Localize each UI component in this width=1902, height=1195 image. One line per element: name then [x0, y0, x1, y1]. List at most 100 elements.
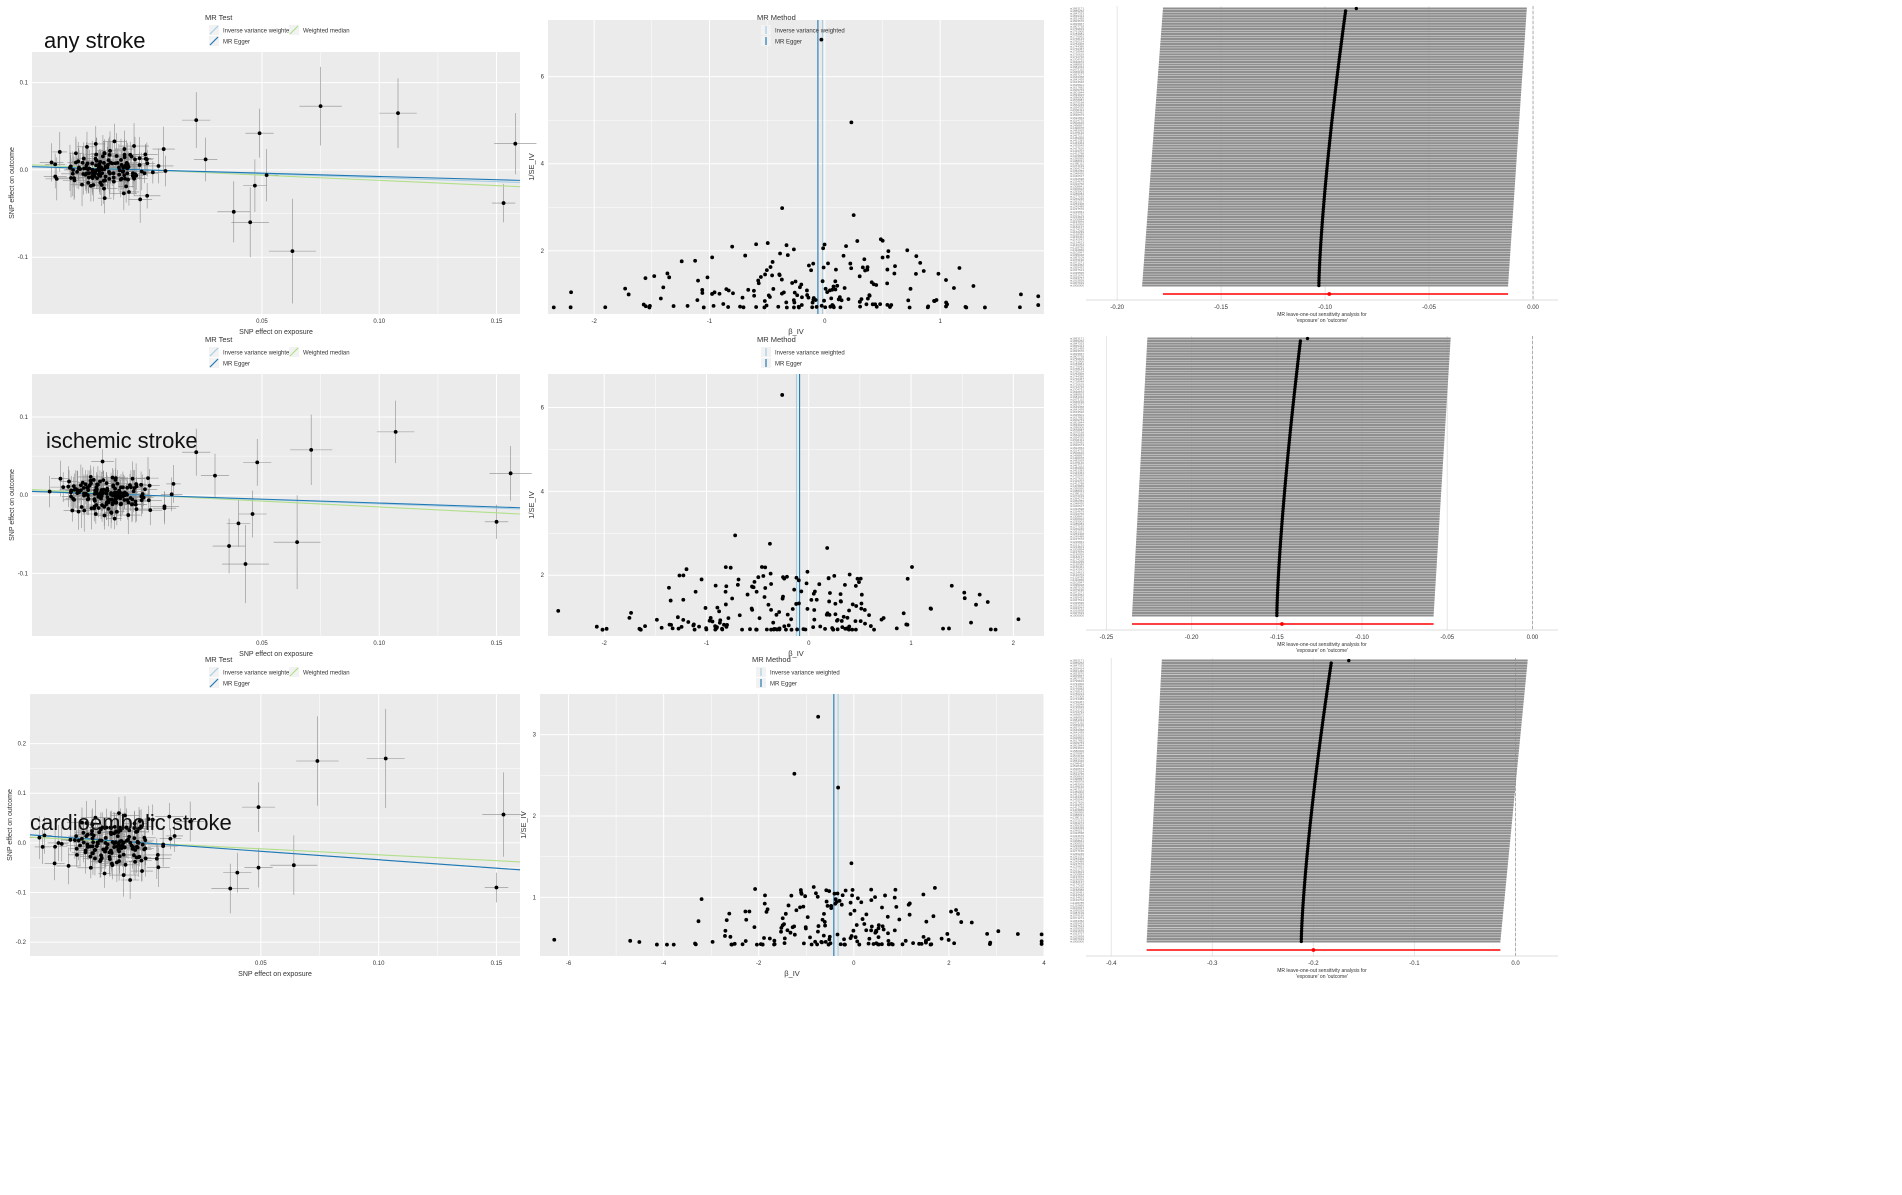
data-point — [852, 908, 857, 913]
data-point — [93, 156, 98, 161]
loo-estimate-point — [1314, 767, 1319, 771]
loo-rows — [1132, 337, 1451, 617]
data-point — [82, 508, 87, 513]
data-point — [711, 303, 716, 308]
snp-label: rs1530573 — [1070, 443, 1085, 447]
data-point — [148, 508, 153, 513]
data-point — [257, 131, 262, 136]
snp-label: rs1055433 — [1070, 266, 1085, 270]
loo-estimate-point — [1347, 658, 1351, 663]
data-point — [97, 171, 102, 176]
snp-label: rs1839414 — [1070, 666, 1085, 670]
legend-label: MR Egger — [223, 682, 250, 688]
snp-label: rs1768143 — [1070, 37, 1085, 41]
snp-label: rs1102947 — [1070, 250, 1084, 254]
loo-estimate-point — [1333, 88, 1338, 92]
data-point — [123, 862, 128, 867]
data-point — [761, 574, 766, 578]
data-point — [122, 165, 127, 169]
data-point — [857, 580, 861, 585]
x-tick-label: -0.1 — [1409, 961, 1420, 967]
snp-label: rs1071271 — [1070, 591, 1085, 595]
data-points — [49, 104, 518, 254]
snp-label: rs1688953 — [1070, 392, 1085, 396]
data-point — [604, 626, 609, 631]
snp-label: rs1490978 — [1070, 126, 1085, 130]
snp-label: rs1744386 — [1070, 375, 1085, 379]
loo-estimate-point — [1325, 169, 1329, 173]
data-point — [914, 271, 918, 276]
loo-estimate-point — [1292, 390, 1297, 394]
data-point — [835, 627, 840, 632]
data-point — [873, 302, 878, 307]
data-point — [726, 288, 731, 293]
data-point — [949, 909, 953, 914]
data-point — [40, 845, 45, 849]
data-point — [886, 249, 891, 254]
snp-label: rs1791900 — [1070, 359, 1085, 363]
data-point — [120, 169, 125, 174]
data-point — [751, 288, 756, 293]
loo-estimate-point — [1275, 603, 1279, 607]
data-point — [227, 544, 231, 548]
loo-estimate-point — [1300, 921, 1304, 926]
snp-label: rs1506816 — [1070, 451, 1085, 455]
data-point — [623, 286, 628, 291]
data-point — [112, 831, 116, 836]
data-point — [627, 615, 632, 620]
data-point — [127, 828, 132, 833]
data-point — [132, 826, 137, 830]
loo-estimate-point — [1310, 808, 1314, 812]
data-point — [309, 447, 314, 452]
data-point — [876, 935, 881, 940]
x-axis-label: MR leave-one-out sensitivity analysis fo… — [1277, 642, 1367, 648]
data-point — [728, 565, 733, 570]
loo-estimate-point — [1331, 111, 1335, 115]
snp-label: rs1823576 — [1070, 671, 1085, 675]
loo-estimate-point — [1334, 83, 1338, 87]
y-tick-label: 0.0 — [20, 493, 29, 499]
snp-label: rs1752305 — [1070, 42, 1085, 46]
data-point — [90, 844, 95, 849]
data-point — [78, 843, 82, 848]
x-tick-label: -0.10 — [1318, 305, 1332, 311]
data-point — [849, 861, 854, 866]
loo-estimate-point — [1336, 67, 1340, 72]
snp-label: rs1229651 — [1070, 540, 1085, 544]
data-point — [736, 577, 741, 582]
data-point — [47, 489, 52, 494]
loo-estimate-point — [1321, 718, 1325, 722]
data-point — [946, 938, 951, 942]
data-point — [752, 925, 757, 930]
data-point — [117, 811, 121, 816]
data-point — [117, 168, 122, 173]
data-point — [743, 253, 748, 258]
data-point — [128, 878, 133, 882]
data-point — [805, 288, 809, 293]
data-point — [713, 583, 718, 588]
y-axis-label: SNP effect on outcome — [9, 469, 16, 541]
loo-estimate-point — [1323, 184, 1327, 189]
data-point — [762, 299, 767, 303]
loo-estimate-point — [1286, 451, 1290, 455]
data-point — [695, 298, 700, 303]
loo-estimate-point — [1319, 240, 1323, 244]
snp-label: rs1031676 — [1070, 929, 1085, 933]
loo-estimate-point — [1326, 156, 1330, 161]
data-point — [713, 627, 718, 632]
data-point — [88, 865, 93, 870]
data-point — [722, 622, 726, 627]
data-point — [952, 941, 957, 946]
data-point — [494, 519, 499, 524]
loo-estimate-point — [1337, 60, 1341, 64]
data-point — [95, 840, 100, 845]
data-point — [833, 601, 838, 606]
data-point — [876, 923, 881, 928]
snp-label: rs1190056 — [1070, 222, 1084, 226]
all-snps-estimate — [1311, 948, 1316, 952]
data-point — [828, 288, 832, 293]
data-point — [795, 293, 800, 298]
data-point — [140, 869, 144, 873]
loo-estimate-point — [1313, 779, 1317, 784]
snp-label: rs1411788 — [1070, 805, 1084, 809]
